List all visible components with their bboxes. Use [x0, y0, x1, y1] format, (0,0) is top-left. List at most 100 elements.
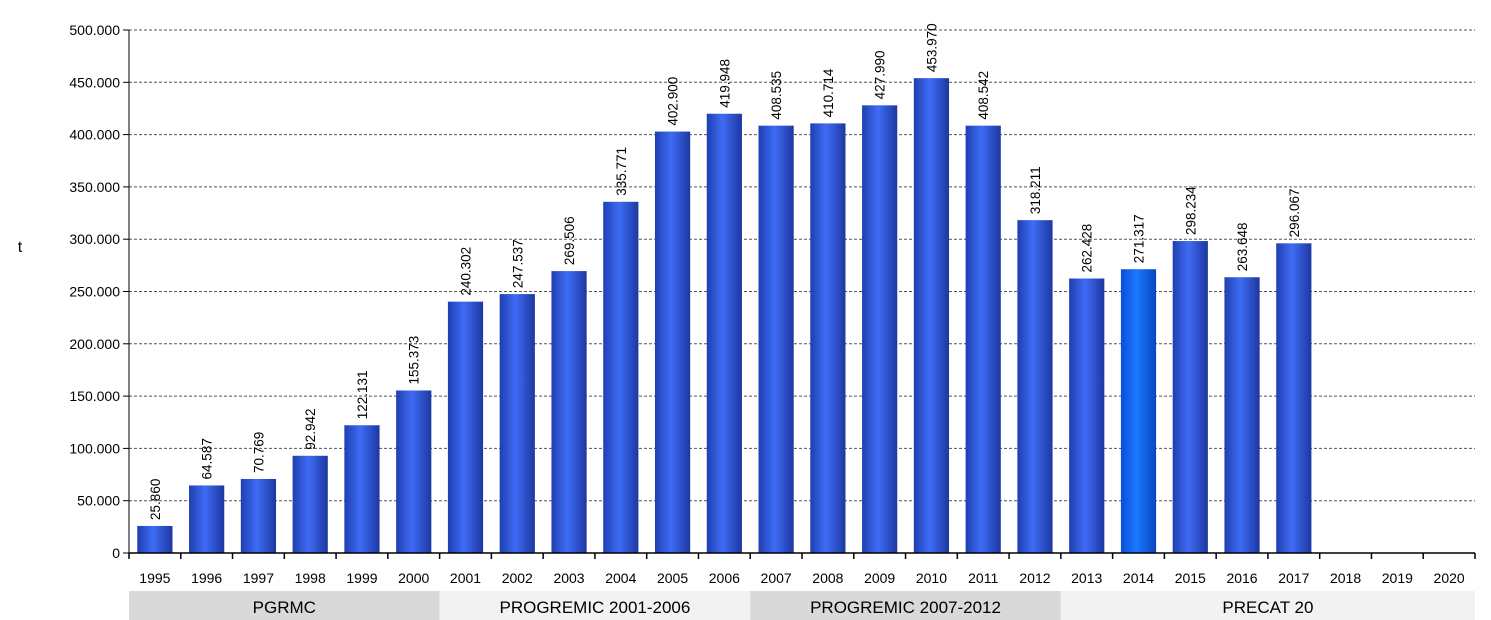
y-tick-label: 0 — [112, 545, 120, 561]
x-tick-label-2013: 2013 — [1071, 570, 1102, 586]
y-tick-label: 250.000 — [69, 284, 120, 300]
y-tick-label: 200.000 — [69, 336, 120, 352]
x-tick-label-2001: 2001 — [450, 570, 481, 586]
data-labels: 25.860 64.587 70.769 92.942 122.131 155.373 24… — [148, 23, 1302, 520]
period-label-4: PRECAT 20 — [1222, 598, 1313, 617]
x-tick-label-2007: 2007 — [761, 570, 792, 586]
x-tick-labels: 1995 1996 1997 1998 1999 2000 2001 2002 2003 2004… — [139, 570, 1465, 586]
x-tick-label-2011: 2011 — [968, 570, 998, 586]
y-tick-label: 150.000 — [69, 388, 120, 404]
data-label-1997: 70.769 — [251, 432, 266, 473]
bar-2014 — [1120, 269, 1157, 553]
y-tick-label: 100.000 — [69, 440, 120, 456]
x-tick-label-2020: 2020 — [1434, 570, 1465, 586]
period-band-1 — [129, 591, 440, 620]
x-tick-label-1998: 1998 — [295, 570, 326, 586]
bar-2006 — [706, 113, 742, 554]
bar-2001 — [447, 301, 484, 553]
data-label-2012: 318.211 — [1028, 166, 1043, 214]
bar-2004 — [603, 201, 639, 553]
x-tick-label-2000: 2000 — [398, 570, 429, 586]
x-tick-label-2008: 2008 — [812, 570, 843, 586]
bar-2012 — [1017, 220, 1053, 553]
data-label-2005: 402.900 — [666, 77, 681, 126]
data-label-2013: 262.428 — [1080, 224, 1095, 273]
x-tick-label-2003: 2003 — [553, 570, 584, 586]
bars — [137, 78, 1312, 554]
y-tick-label: 400.000 — [69, 127, 120, 143]
bar-2003 — [551, 271, 587, 553]
bar-2005 — [654, 131, 691, 554]
x-tick-label-2006: 2006 — [709, 570, 740, 586]
x-tick-label-2017: 2017 — [1278, 570, 1309, 586]
bar-2011 — [965, 125, 1001, 553]
bar-2007 — [758, 125, 794, 553]
bar-2010 — [913, 78, 950, 554]
x-tick-label-2015: 2015 — [1175, 570, 1206, 586]
bar-2009 — [862, 105, 898, 554]
data-label-2011: 408.542 — [976, 71, 991, 120]
bar-2013 — [1069, 278, 1105, 553]
x-tick-label-2002: 2002 — [502, 570, 533, 586]
bar-2016 — [1224, 277, 1260, 553]
data-label-1995: 25.860 — [148, 479, 163, 520]
data-label-1996: 64.587 — [200, 438, 215, 479]
x-tick-label-2010: 2010 — [916, 570, 947, 586]
y-tick-label: 450.000 — [69, 74, 120, 90]
bar-2000 — [396, 390, 432, 553]
data-label-2015: 298.234 — [1183, 186, 1198, 235]
period-band-2 — [439, 591, 751, 620]
x-tick-label-2016: 2016 — [1226, 570, 1257, 586]
data-label-2004: 335.771 — [614, 147, 629, 196]
bar-1996 — [189, 485, 225, 553]
data-label-2002: 247.537 — [510, 239, 525, 288]
bar-2002 — [499, 294, 535, 553]
x-tick-label-2018: 2018 — [1330, 570, 1361, 586]
data-label-2003: 269.506 — [562, 216, 577, 265]
x-tick-label-1996: 1996 — [191, 570, 222, 586]
bar-2017 — [1276, 243, 1312, 554]
bar-1995 — [137, 525, 173, 553]
bar-1997 — [240, 478, 277, 553]
data-label-2010: 453.970 — [924, 23, 939, 72]
period-label-3: PROGREMIC 2007-2012 — [810, 598, 1001, 617]
period-band-4 — [1060, 591, 1475, 620]
period-band-3 — [750, 591, 1061, 620]
y-tick-labels: 0 50.000 100.000 150.000 200.000 250.000 300.0… — [69, 22, 120, 561]
y-tick-label: 50.000 — [77, 493, 120, 509]
data-label-2014: 271.317 — [1132, 214, 1147, 263]
y-axis-label: t — [18, 239, 23, 256]
y-tick-label: 350.000 — [69, 179, 120, 195]
data-label-2017: 296.067 — [1287, 189, 1302, 238]
x-tick-label-2012: 2012 — [1019, 570, 1050, 586]
data-label-1998: 92.942 — [303, 408, 318, 449]
period-label-1: PGRMC — [253, 598, 316, 617]
y-tick-label: 500.000 — [69, 22, 120, 38]
data-label-1999: 122.131 — [355, 370, 370, 419]
x-tick-label-2014: 2014 — [1123, 570, 1154, 586]
data-label-2000: 155.373 — [407, 336, 422, 385]
x-tick-label-2019: 2019 — [1382, 570, 1413, 586]
bar-2015 — [1172, 241, 1208, 553]
x-tick-label-2004: 2004 — [605, 570, 636, 586]
data-label-2008: 410.714 — [821, 68, 836, 117]
data-label-2009: 427.990 — [873, 51, 888, 100]
data-label-2016: 263.648 — [1235, 222, 1250, 271]
axes — [123, 29, 1476, 559]
data-label-2006: 419.948 — [717, 59, 732, 108]
x-tick-label-1999: 1999 — [346, 570, 377, 586]
period-label-2: PROGREMIC 2001-2006 — [499, 598, 690, 617]
x-tick-label-2009: 2009 — [864, 570, 895, 586]
data-label-2007: 408.535 — [769, 71, 784, 120]
x-tick-label-1997: 1997 — [243, 570, 274, 586]
bar-1999 — [344, 425, 380, 553]
y-tick-label: 300.000 — [69, 231, 120, 247]
data-label-2001: 240.302 — [459, 247, 474, 296]
gridlines — [129, 29, 1475, 502]
period-bands: PGRMC PROGREMIC 2001-2006 PROGREMIC 2007-2… — [129, 591, 1475, 620]
x-tick-label-1995: 1995 — [139, 570, 170, 586]
bar-1998 — [292, 455, 328, 553]
x-tick-label-2005: 2005 — [657, 570, 688, 586]
bar-2008 — [810, 123, 846, 553]
